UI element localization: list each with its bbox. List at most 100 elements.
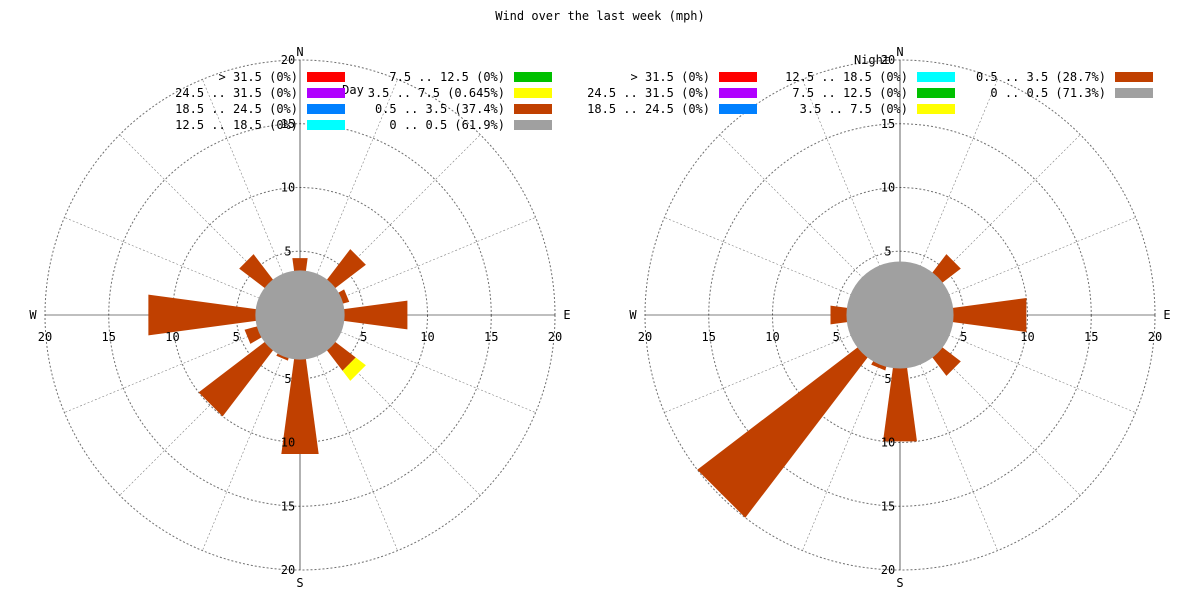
radial-grid-line [899, 314, 998, 551]
chart-title: Day [342, 83, 364, 97]
legend-swatch [917, 88, 955, 98]
legend-label: 0.5 .. 3.5 (28.7%) [976, 70, 1106, 84]
legend-swatch [719, 88, 757, 98]
radial-grid-line [899, 217, 1136, 316]
legend-swatch [514, 104, 552, 114]
tick-label-west: 5 [833, 330, 840, 344]
radial-grid-line [119, 314, 301, 496]
tick-label-north: 20 [881, 53, 895, 67]
tick-label-south: 20 [881, 563, 895, 577]
compass-label-e: E [563, 308, 570, 322]
compass-label-w: W [29, 308, 37, 322]
legend-label: 7.5 .. 12.5 (0%) [389, 70, 505, 84]
compass-label-n: N [896, 45, 903, 59]
tick-label-south: 5 [284, 372, 291, 386]
tick-label-south: 5 [884, 372, 891, 386]
radial-grid-line [899, 314, 1136, 413]
radial-grid-line [802, 79, 901, 316]
radial-grid-line [664, 314, 901, 413]
legend-item: 18.5 .. 24.5 (0%) [587, 102, 757, 116]
tick-label-east: 5 [360, 330, 367, 344]
radial-grid-line [719, 134, 901, 316]
tick-label-north: 15 [881, 117, 895, 131]
tick-label-south: 10 [881, 436, 895, 450]
legend-label: 24.5 .. 31.5 (0%) [587, 86, 710, 100]
legend-swatch [917, 72, 955, 82]
compass-label-e: E [1163, 308, 1170, 322]
tick-label-south: 20 [281, 563, 295, 577]
legend-item: 3.5 .. 7.5 (0%) [800, 102, 955, 116]
legend-label: 12.5 .. 18.5 (0%) [785, 70, 908, 84]
tick-label-east: 5 [960, 330, 967, 344]
legend-label: 3.5 .. 7.5 (0.645%) [368, 86, 505, 100]
compass-label-s: S [296, 576, 303, 590]
legend-swatch [307, 120, 345, 130]
radial-grid-line [202, 79, 301, 316]
legend-swatch [307, 88, 345, 98]
radial-grid-line [64, 217, 301, 316]
legend-label: 18.5 .. 24.5 (0%) [175, 102, 298, 116]
legend-item: 0.5 .. 3.5 (37.4%) [375, 102, 552, 116]
petal-s-0_5_3_5 [883, 315, 917, 442]
legend-label: 24.5 .. 31.5 (0%) [175, 86, 298, 100]
radial-grid-line [899, 314, 1081, 496]
tick-label-east: 20 [1148, 330, 1162, 344]
tick-label-east: 20 [548, 330, 562, 344]
legend-item: 3.5 .. 7.5 (0.645%) [368, 86, 552, 100]
radial-grid-line [899, 134, 1081, 316]
legend-item: > 31.5 (0%) [219, 70, 345, 84]
legend-swatch [307, 72, 345, 82]
legend-item: 0 .. 0.5 (61.9%) [389, 118, 552, 132]
tick-label-west: 20 [38, 330, 52, 344]
legend-swatch [1115, 88, 1153, 98]
legend-swatch [514, 88, 552, 98]
radial-grid-line [64, 314, 301, 413]
legend: > 31.5 (0%) 24.5 .. 31.5 (0%) 18.5 .. 24.5… [175, 70, 552, 132]
tick-label-west: 10 [165, 330, 179, 344]
legend-item: 0 .. 0.5 (71.3%) [990, 86, 1153, 100]
legend-label: > 31.5 (0%) [631, 70, 710, 84]
tick-label-west: 15 [702, 330, 716, 344]
legend-swatch [1115, 72, 1153, 82]
legend-item: 18.5 .. 24.5 (0%) [175, 102, 345, 116]
tick-label-north: 15 [281, 117, 295, 131]
legend-swatch [514, 120, 552, 130]
legend-label: 0 .. 0.5 (61.9%) [389, 118, 505, 132]
radial-grid-line [899, 79, 998, 316]
figure-title: Wind over the last week (mph) [495, 9, 705, 23]
legend-item: 0.5 .. 3.5 (28.7%) [976, 70, 1153, 84]
tick-label-north: 20 [281, 53, 295, 67]
tick-label-west: 20 [638, 330, 652, 344]
legend-item: 7.5 .. 12.5 (0%) [792, 86, 955, 100]
tick-label-east: 10 [420, 330, 434, 344]
compass-label-w: W [629, 308, 637, 322]
legend-swatch [719, 72, 757, 82]
calm-circle [846, 261, 954, 369]
tick-label-north: 10 [881, 181, 895, 195]
legend-item: 24.5 .. 31.5 (0%) [587, 86, 757, 100]
radial-grid-line [299, 134, 481, 316]
petal-e-0_5_3_5 [300, 300, 408, 330]
radial-grid-line [299, 314, 536, 413]
radial-grid-line [802, 314, 901, 551]
legend-item: > 31.5 (0%) [631, 70, 757, 84]
tick-label-north: 10 [281, 181, 295, 195]
legend-label: 0 .. 0.5 (71.3%) [990, 86, 1106, 100]
legend-label: 0.5 .. 3.5 (37.4%) [375, 102, 505, 116]
radial-grid-line [664, 217, 901, 316]
legend-label: 3.5 .. 7.5 (0%) [800, 102, 908, 116]
radial-grid-line [299, 79, 398, 316]
radial-grid-line [119, 134, 301, 316]
calm-circle [255, 270, 345, 360]
tick-label-east: 10 [1020, 330, 1034, 344]
tick-label-west: 5 [233, 330, 240, 344]
legend-item: 7.5 .. 12.5 (0%) [389, 70, 552, 84]
radial-grid-line [299, 217, 536, 316]
tick-label-west: 10 [765, 330, 779, 344]
petal-s-0_5_3_5 [281, 315, 319, 455]
legend-swatch [719, 104, 757, 114]
radial-grid-line [299, 314, 398, 551]
